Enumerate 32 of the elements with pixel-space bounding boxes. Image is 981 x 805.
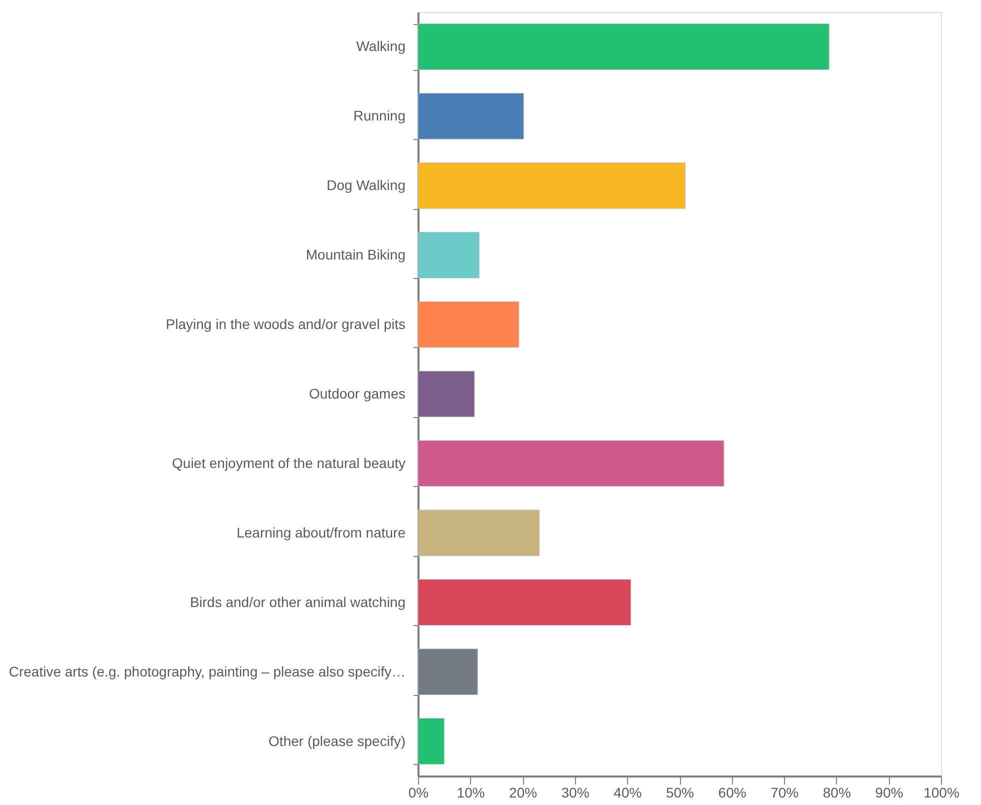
x-tick-label: 90% xyxy=(875,784,904,800)
y-tick-label: Running xyxy=(353,108,406,124)
y-tick-label: Other (please specify) xyxy=(268,732,406,749)
x-tick-label: 0% xyxy=(408,784,429,800)
bar xyxy=(418,370,475,418)
y-tick-label: Walking xyxy=(356,38,406,54)
x-tick-label: 50% xyxy=(666,784,694,800)
x-tick-label: 40% xyxy=(614,784,642,800)
bar xyxy=(418,93,524,140)
y-tick-label: Birds and/or other animal watching xyxy=(190,594,406,610)
bar xyxy=(418,162,686,209)
x-tick-label: 30% xyxy=(561,784,590,800)
x-tick-label: 80% xyxy=(822,784,851,800)
bar xyxy=(418,301,520,348)
bar xyxy=(418,510,540,556)
bar xyxy=(418,579,632,626)
y-tick-label: Dog Walking xyxy=(326,177,406,194)
y-tick-label: Creative arts (e.g. photography, painting – please also specify… xyxy=(8,663,406,680)
bar xyxy=(418,440,724,487)
y-tick-label: Learning about/from nature xyxy=(236,524,406,540)
bar xyxy=(418,232,480,278)
x-tick-label: 60% xyxy=(718,784,746,800)
y-tick-label: Mountain Biking xyxy=(306,246,406,263)
x-tick-label: 10% xyxy=(456,784,485,800)
y-tick-label: Playing in the woods and/or gravel pits xyxy=(166,316,406,332)
x-tick-label: 20% xyxy=(509,784,538,800)
bar xyxy=(418,24,830,70)
y-tick-label: Quiet enjoyment of the natural beauty xyxy=(172,454,406,471)
x-tick-label: 70% xyxy=(770,784,799,800)
y-tick-label: Outdoor games xyxy=(309,386,406,402)
bar xyxy=(418,718,444,764)
x-tick-label: 100% xyxy=(924,784,960,800)
